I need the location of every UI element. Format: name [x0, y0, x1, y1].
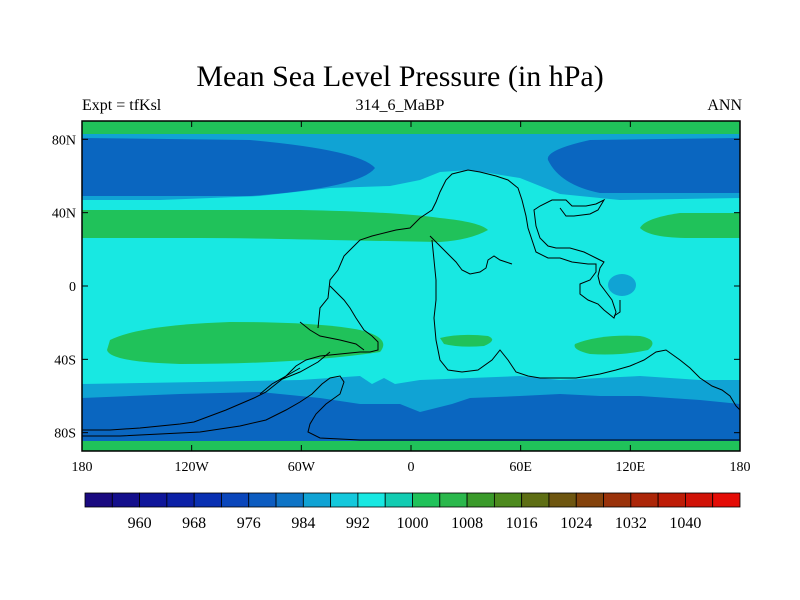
colorbar-swatch-0: [84, 492, 113, 508]
colorbar-swatch-19: [603, 492, 632, 508]
colorbar-label-7: 1016: [506, 515, 538, 532]
field-984-south: [82, 392, 740, 441]
y-tick-label-2: 0: [69, 280, 76, 295]
colorbar-swatch-11: [384, 492, 413, 508]
colorbar-swatch-14: [466, 492, 495, 508]
colorbar-swatch-6: [248, 492, 277, 508]
arctic-edge-strip: [82, 121, 740, 137]
colorbar-swatch-15: [493, 492, 523, 508]
coast-inner-ridges: [259, 321, 365, 395]
field-992-tropical: [608, 274, 636, 296]
coast-laurasia: [317, 169, 617, 329]
colorbar-label-8: 1024: [560, 515, 592, 532]
coast-south-america: [82, 285, 379, 431]
colorbar-label-0: 960: [128, 515, 152, 532]
y-axis-ticks: 80N 40N 0 40S 80S: [52, 133, 740, 442]
colorbar-label-3: 984: [291, 515, 315, 532]
colorbar-swatch-23: [712, 492, 741, 508]
x-tick-label-4: 60E: [509, 460, 532, 475]
colorbar-swatch-16: [521, 492, 550, 508]
y-tick-label-1: 40N: [52, 207, 76, 222]
colorbar-swatch-3: [166, 492, 195, 508]
field-1008-north: [82, 210, 488, 242]
y-tick-label-3: 40S: [54, 353, 76, 368]
colorbar-swatch-5: [221, 492, 250, 508]
colorbar-swatch-20: [630, 492, 659, 508]
pressure-field: [82, 121, 740, 451]
colorbar-label-2: 976: [237, 515, 261, 532]
colorbar-label-9: 1032: [615, 515, 647, 532]
colorbar-label-1: 968: [182, 515, 206, 532]
colorbar-swatch-10: [357, 492, 386, 508]
colorbar-label-5: 1000: [397, 515, 429, 532]
colorbar-swatch-12: [412, 492, 441, 508]
colorbar-swatch-2: [139, 492, 168, 508]
coastlines: [82, 169, 740, 441]
subtitle-run: 314_6_MaBP: [355, 97, 445, 114]
subtitle-experiment: Expt = tfKsl: [82, 97, 162, 114]
map-title: Mean Sea Level Pressure (in hPa): [196, 60, 604, 93]
coast-gondwana-africa: [431, 239, 740, 411]
colorbar-label-6: 1008: [451, 515, 483, 532]
x-tick-label-2: 60W: [288, 460, 316, 475]
colorbar-swatch-22: [685, 492, 714, 508]
x-axis-ticks: 180 120W 60W 0 60E 120E 180: [72, 121, 751, 475]
colorbar: 960 968 976 984 992 1000 1008 1016 1024 1032 1040: [84, 492, 741, 532]
field-1008-south-atlantic: [440, 334, 493, 347]
colorbar-swatch-13: [439, 492, 468, 508]
x-tick-label-0: 180: [72, 460, 93, 475]
x-tick-label-6: 180: [730, 460, 751, 475]
x-tick-label-5: 120E: [616, 460, 646, 475]
subtitle-season: ANN: [707, 97, 742, 114]
coast-india-australia: [429, 235, 621, 317]
colorbar-swatch-7: [275, 492, 304, 508]
y-tick-label-4: 80S: [54, 427, 76, 442]
x-tick-label-1: 120W: [175, 460, 210, 475]
colorbar-swatch-18: [575, 492, 604, 508]
field-1008-northeast: [640, 213, 740, 238]
y-tick-label-0: 80N: [52, 133, 76, 148]
field-984-north-pacific: [82, 138, 375, 196]
field-1008-south-indian: [574, 335, 653, 355]
colorbar-swatch-8: [302, 492, 332, 508]
coast-antarctica: [82, 375, 740, 441]
colorbar-swatch-9: [330, 492, 359, 508]
x-tick-label-3: 0: [408, 460, 415, 475]
colorbar-swatch-17: [548, 492, 577, 508]
colorbar-swatch-4: [193, 492, 222, 508]
colorbar-label-4: 992: [346, 515, 370, 532]
colorbar-swatch-21: [657, 492, 686, 508]
field-984-north-atlantic: [547, 138, 740, 193]
colorbar-label-10: 1040: [669, 515, 701, 532]
colorbar-swatch-1: [111, 492, 140, 508]
